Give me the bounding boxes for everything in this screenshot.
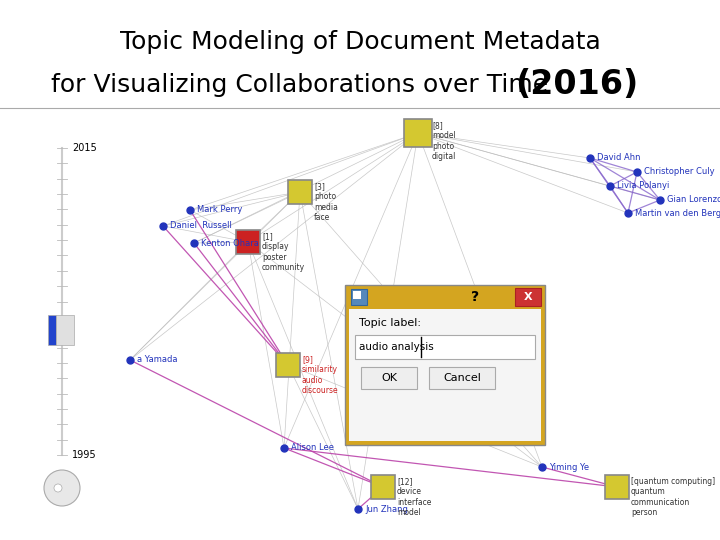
Bar bbox=[288, 180, 312, 204]
Text: [9]
similarity
audio
discourse: [9] similarity audio discourse bbox=[302, 355, 338, 395]
Text: Martin van den Berg: Martin van den Berg bbox=[635, 208, 720, 218]
Text: X: X bbox=[523, 292, 532, 302]
Text: (2016): (2016) bbox=[516, 69, 639, 102]
Text: [12]
device
interface
model: [12] device interface model bbox=[397, 477, 431, 517]
Text: OK: OK bbox=[381, 373, 397, 383]
Text: Alison Lee: Alison Lee bbox=[291, 443, 334, 453]
Circle shape bbox=[54, 484, 62, 492]
Bar bbox=[355, 335, 535, 359]
Text: [1]
display
poster
community: [1] display poster community bbox=[262, 232, 305, 272]
Text: 2015: 2015 bbox=[72, 143, 96, 153]
Bar bbox=[48, 315, 56, 345]
Bar bbox=[351, 289, 367, 305]
Text: David Ahn: David Ahn bbox=[597, 153, 641, 163]
Text: Mark Perry: Mark Perry bbox=[197, 206, 243, 214]
Text: 1995: 1995 bbox=[72, 450, 96, 460]
Bar bbox=[276, 353, 300, 377]
Bar bbox=[349, 309, 541, 441]
Bar bbox=[605, 475, 629, 499]
Text: Daniel  Russell: Daniel Russell bbox=[170, 221, 232, 231]
Text: Cancel: Cancel bbox=[443, 373, 481, 383]
Text: Christopher Culy: Christopher Culy bbox=[644, 167, 715, 177]
Text: for Visualizing Collaborations over Time: for Visualizing Collaborations over Time bbox=[51, 73, 549, 97]
Bar bbox=[353, 291, 361, 299]
Text: Topic label:: Topic label: bbox=[359, 318, 421, 328]
Bar bbox=[236, 230, 260, 254]
Bar bbox=[345, 285, 545, 445]
Text: ?: ? bbox=[471, 290, 479, 304]
Text: Livia Polanyi: Livia Polanyi bbox=[617, 181, 670, 191]
Text: [quantum computing]
quantum
communication
person: [quantum computing] quantum communicatio… bbox=[631, 477, 715, 517]
Bar bbox=[361, 367, 417, 389]
Text: Jun Zhang: Jun Zhang bbox=[365, 504, 408, 514]
Text: audio analysis: audio analysis bbox=[359, 342, 433, 352]
Text: [3]
photo
media
face: [3] photo media face bbox=[314, 182, 338, 222]
Text: Kenton Ohara: Kenton Ohara bbox=[201, 239, 259, 247]
Text: Gian Lorenzo Thione: Gian Lorenzo Thione bbox=[667, 195, 720, 205]
Text: [8]
model
photo
digital: [8] model photo digital bbox=[432, 121, 456, 161]
Text: Yiming Ye: Yiming Ye bbox=[549, 462, 589, 471]
Bar bbox=[371, 475, 395, 499]
Bar bbox=[429, 367, 495, 389]
Bar bbox=[515, 288, 541, 306]
Text: Topic Modeling of Document Metadata: Topic Modeling of Document Metadata bbox=[120, 30, 600, 54]
Circle shape bbox=[44, 470, 80, 506]
Bar bbox=[56, 315, 74, 345]
Bar bbox=[404, 119, 432, 147]
Text: a Yamada: a Yamada bbox=[137, 355, 178, 364]
